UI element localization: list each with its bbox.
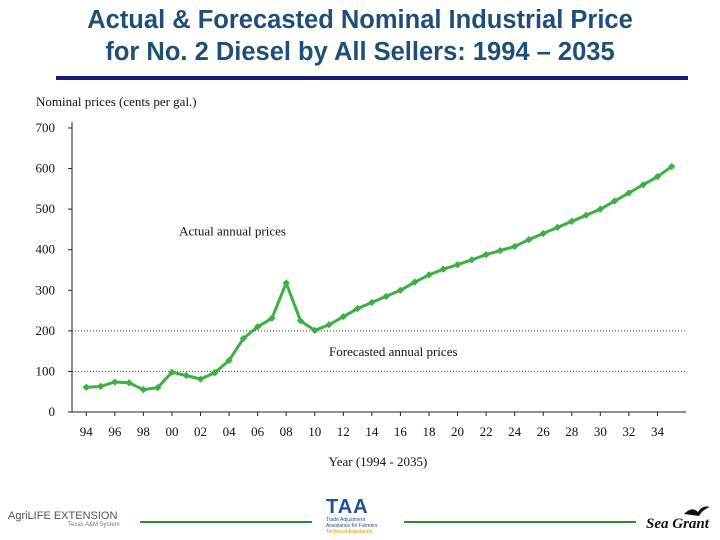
data-point bbox=[353, 304, 362, 313]
sea-grant-logo: Sea Grant bbox=[646, 504, 716, 534]
slide-title-line-2: for No. 2 Diesel by All Sellers: 1994 – … bbox=[105, 38, 615, 66]
data-point bbox=[510, 242, 519, 251]
x-tick-label: 30 bbox=[594, 424, 607, 439]
y-axis-label: Nominal prices (cents per gal.) bbox=[36, 94, 197, 109]
x-tick-label: 12 bbox=[337, 424, 350, 439]
data-point bbox=[168, 368, 176, 376]
data-point bbox=[125, 379, 133, 387]
data-point bbox=[368, 298, 376, 307]
data-point bbox=[111, 378, 119, 386]
x-axis-label: Year (1994 - 2035) bbox=[329, 454, 428, 469]
annotations: Actual annual prices Forecasted annual pr… bbox=[179, 224, 457, 359]
data-point bbox=[468, 256, 476, 264]
data-point bbox=[139, 385, 148, 394]
x-tick-label: 02 bbox=[194, 424, 207, 439]
data-point bbox=[553, 223, 562, 232]
data-point bbox=[496, 246, 505, 255]
data-point bbox=[82, 383, 91, 392]
slide-title-line-1: Actual & Forecasted Nominal Industrial P… bbox=[87, 6, 633, 34]
data-point bbox=[196, 375, 205, 383]
bird-icon bbox=[684, 506, 710, 516]
axes bbox=[71, 122, 686, 413]
y-tick-label: 200 bbox=[36, 323, 56, 338]
x-ticks: 94 96 98 00 02 04 06 08 10 12 14 16 18 20 22 24 26 28 30 32… bbox=[80, 412, 665, 439]
x-tick-label: 98 bbox=[137, 424, 150, 439]
taa-logo: TAA Trade Adjustment Assistance for Farm… bbox=[326, 497, 386, 535]
data-point bbox=[339, 312, 348, 321]
x-tick-label: 04 bbox=[223, 424, 237, 439]
data-point bbox=[325, 321, 333, 329]
y-tick-label: 400 bbox=[36, 242, 56, 257]
y-tick-label: 300 bbox=[36, 282, 56, 297]
data-point bbox=[182, 371, 190, 380]
data-point bbox=[239, 334, 248, 343]
data-point bbox=[282, 279, 290, 287]
agrilife-logo-subtext: Texas A&M System bbox=[68, 522, 120, 528]
x-tick-label: 20 bbox=[451, 424, 464, 439]
agrilife-logo-text: AgriLIFE EXTENSION bbox=[8, 510, 118, 522]
data-point bbox=[439, 265, 448, 273]
data-point bbox=[453, 260, 462, 269]
x-tick-label: 32 bbox=[622, 424, 635, 439]
y-tick-label: 500 bbox=[36, 201, 56, 216]
price-chart: Nominal prices (cents per gal.) 01002003… bbox=[36, 94, 686, 469]
data-point bbox=[653, 172, 662, 181]
x-tick-label: 14 bbox=[365, 424, 379, 439]
data-point bbox=[211, 368, 219, 377]
data-point bbox=[225, 356, 233, 365]
x-tick-label: 24 bbox=[508, 424, 522, 439]
slide-title: Actual & Forecasted Nominal Industrial P… bbox=[0, 4, 720, 68]
x-tick-label: 94 bbox=[80, 424, 94, 439]
data-point bbox=[639, 181, 647, 189]
x-tick-label: 28 bbox=[565, 424, 578, 439]
data-point bbox=[253, 323, 262, 331]
data-point bbox=[268, 314, 276, 323]
data-point bbox=[568, 217, 576, 226]
y-tick-label: 100 bbox=[36, 363, 56, 378]
x-tick-label: 00 bbox=[165, 424, 178, 439]
series-group bbox=[82, 162, 676, 394]
data-point bbox=[410, 278, 419, 286]
sea-grant-logo-text: Sea Grant bbox=[646, 516, 709, 532]
data-point bbox=[539, 229, 547, 238]
data-point bbox=[296, 316, 305, 325]
x-tick-label: 22 bbox=[480, 424, 493, 439]
footer-line-right bbox=[404, 521, 636, 523]
data-point bbox=[425, 271, 433, 279]
title-rule bbox=[56, 76, 688, 80]
x-tick-label: 10 bbox=[308, 424, 321, 439]
y-tick-label: 600 bbox=[36, 161, 56, 176]
data-point bbox=[153, 383, 162, 392]
footer-line-left bbox=[140, 521, 312, 523]
agrilife-extension-logo: AgriLIFE EXTENSION Texas A&M System bbox=[8, 510, 120, 528]
x-tick-label: 34 bbox=[651, 424, 665, 439]
data-point bbox=[625, 189, 633, 197]
x-tick-label: 96 bbox=[108, 424, 122, 439]
data-point bbox=[582, 211, 590, 219]
x-tick-label: 18 bbox=[422, 424, 435, 439]
x-tick-label: 06 bbox=[251, 424, 265, 439]
y-tick-label: 700 bbox=[36, 120, 56, 135]
x-tick-label: 26 bbox=[537, 424, 551, 439]
data-point bbox=[310, 326, 319, 335]
data-point bbox=[396, 286, 405, 295]
taa-logo-subtext: Trade Adjustment Assistance for Farmers bbox=[326, 517, 378, 529]
data-point bbox=[610, 197, 619, 205]
data-point bbox=[96, 382, 105, 391]
annotation-label: Forecasted annual prices bbox=[329, 344, 458, 359]
y-ticks: 0 100 200 300 400 500 600 700 bbox=[36, 120, 72, 419]
x-tick-label: 08 bbox=[280, 424, 293, 439]
data-point bbox=[596, 205, 605, 213]
data-point bbox=[667, 162, 676, 171]
taa-logo-tagline: Technical Assistance bbox=[326, 529, 373, 535]
taa-logo-mark: TAA bbox=[326, 496, 369, 518]
x-tick-label: 16 bbox=[394, 424, 408, 439]
annotation-label: Actual annual prices bbox=[179, 224, 286, 239]
data-point bbox=[525, 235, 533, 244]
data-point bbox=[482, 250, 490, 259]
data-point bbox=[382, 292, 390, 301]
y-tick-label: 0 bbox=[49, 404, 56, 419]
